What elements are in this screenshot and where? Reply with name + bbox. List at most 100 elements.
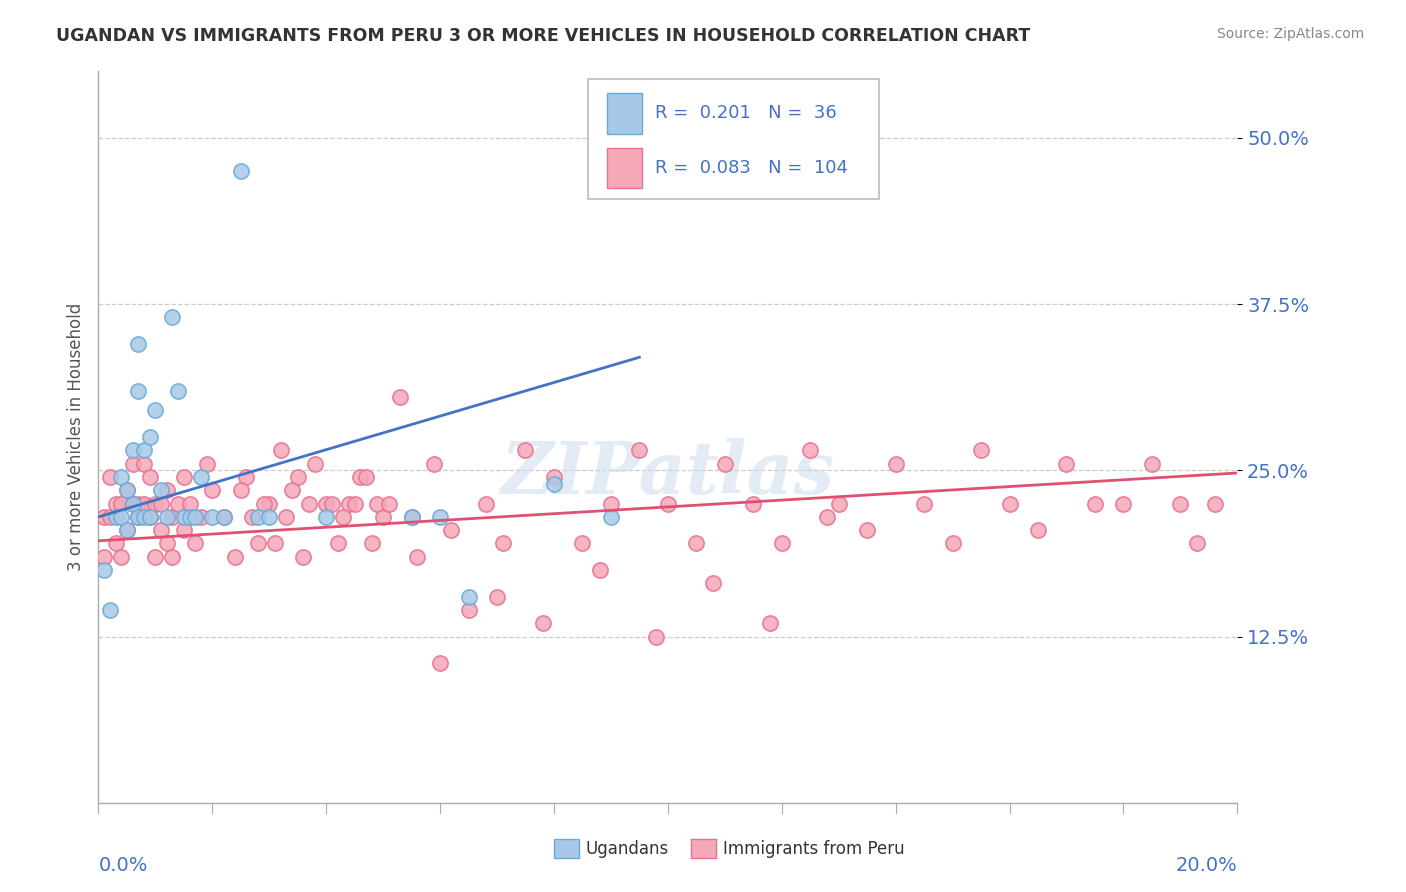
Point xyxy=(93,563,115,577)
Point xyxy=(115,483,138,498)
Point xyxy=(138,509,160,524)
Point xyxy=(190,470,212,484)
Point xyxy=(474,497,496,511)
Point xyxy=(298,497,321,511)
Point xyxy=(828,497,851,511)
Point xyxy=(628,443,651,458)
FancyBboxPatch shape xyxy=(588,78,879,200)
Point xyxy=(127,384,149,398)
Point xyxy=(429,509,451,524)
Point xyxy=(162,509,184,524)
Point xyxy=(93,549,115,564)
Point xyxy=(287,470,309,484)
Point xyxy=(115,523,138,537)
Point xyxy=(173,509,195,524)
Point xyxy=(212,509,235,524)
Text: 20.0%: 20.0% xyxy=(1175,856,1237,875)
Point xyxy=(132,509,155,524)
Point xyxy=(156,483,179,498)
Point xyxy=(127,497,149,511)
Point xyxy=(304,457,326,471)
Point xyxy=(145,549,167,564)
Point xyxy=(759,616,782,631)
Point xyxy=(332,509,354,524)
Point xyxy=(884,457,907,471)
Point xyxy=(184,536,207,550)
Point xyxy=(912,497,935,511)
Point xyxy=(127,509,149,524)
Point xyxy=(1112,497,1135,511)
Point xyxy=(195,457,218,471)
Point xyxy=(145,403,167,417)
Point xyxy=(998,497,1021,511)
Point xyxy=(1170,497,1192,511)
Text: UGANDAN VS IMMIGRANTS FROM PERU 3 OR MORE VEHICLES IN HOUSEHOLD CORRELATION CHAR: UGANDAN VS IMMIGRANTS FROM PERU 3 OR MOR… xyxy=(56,27,1031,45)
Point xyxy=(212,509,235,524)
Point xyxy=(201,483,224,498)
Point xyxy=(366,497,388,511)
Point xyxy=(115,483,138,498)
Point xyxy=(138,430,160,444)
Point xyxy=(264,536,287,550)
Y-axis label: 3 or more Vehicles in Household: 3 or more Vehicles in Household xyxy=(66,303,84,571)
Bar xyxy=(690,839,716,858)
Point xyxy=(543,470,565,484)
Point xyxy=(543,476,565,491)
Point xyxy=(349,470,371,484)
Point xyxy=(326,536,349,550)
Point xyxy=(799,443,821,458)
Point xyxy=(104,509,127,524)
Point xyxy=(389,390,412,404)
Point xyxy=(321,497,343,511)
Text: Immigrants from Peru: Immigrants from Peru xyxy=(723,840,904,858)
Point xyxy=(276,509,298,524)
Bar xyxy=(607,94,641,134)
Point xyxy=(127,337,149,351)
Point xyxy=(229,164,252,178)
Point xyxy=(150,497,173,511)
Point xyxy=(315,497,337,511)
Point xyxy=(162,310,184,325)
Point xyxy=(252,497,274,511)
Point xyxy=(127,509,149,524)
Point xyxy=(138,509,160,524)
Point xyxy=(150,523,173,537)
Point xyxy=(337,497,360,511)
Point xyxy=(246,509,269,524)
Point xyxy=(93,509,115,524)
Point xyxy=(132,443,155,458)
Point xyxy=(292,549,315,564)
Point xyxy=(104,497,127,511)
Point xyxy=(600,497,623,511)
Point xyxy=(360,536,382,550)
Point xyxy=(132,457,155,471)
Point xyxy=(315,509,337,524)
Point xyxy=(132,497,155,511)
Point xyxy=(970,443,993,458)
Bar xyxy=(554,839,579,858)
Point xyxy=(588,563,610,577)
Point xyxy=(138,470,160,484)
Point xyxy=(457,603,479,617)
Point xyxy=(145,497,167,511)
Point xyxy=(235,470,257,484)
Point xyxy=(121,497,143,511)
Point xyxy=(657,497,679,511)
Point xyxy=(110,470,132,484)
Point xyxy=(770,536,793,550)
Point xyxy=(1140,457,1163,471)
Text: 0.0%: 0.0% xyxy=(98,856,148,875)
Point xyxy=(354,470,377,484)
Point xyxy=(531,616,554,631)
Point xyxy=(98,470,121,484)
Point xyxy=(373,509,395,524)
Point xyxy=(240,509,263,524)
Point xyxy=(702,576,724,591)
Text: Source: ZipAtlas.com: Source: ZipAtlas.com xyxy=(1216,27,1364,41)
Point xyxy=(259,497,281,511)
Point xyxy=(224,549,246,564)
Point xyxy=(167,384,190,398)
Point xyxy=(401,509,423,524)
Point xyxy=(1026,523,1049,537)
Point xyxy=(600,509,623,524)
